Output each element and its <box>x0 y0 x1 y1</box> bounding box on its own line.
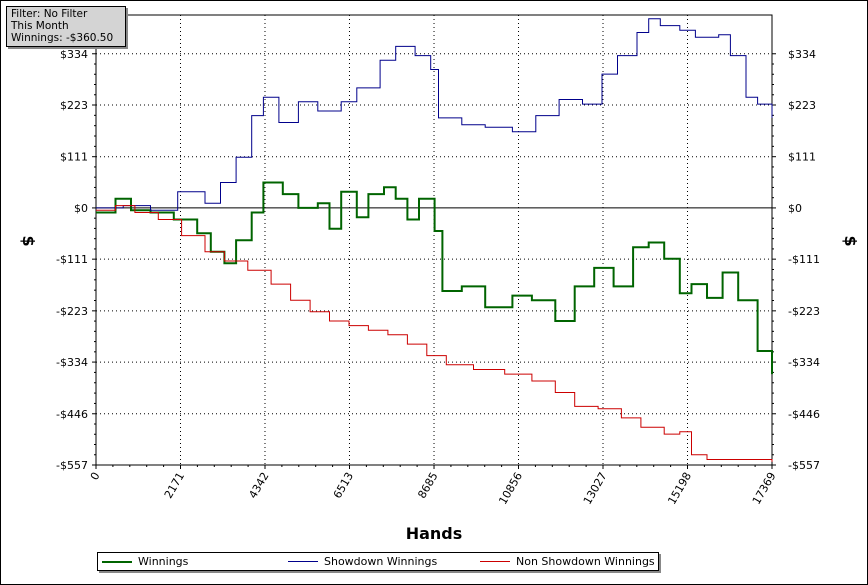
y-tick-label-right: $223 <box>788 99 816 112</box>
legend-swatch-showdown <box>288 561 318 562</box>
x-tick-label: 6513 <box>331 470 356 501</box>
series-lines <box>96 18 773 462</box>
series-line-non-showdown <box>96 205 773 462</box>
x-axis-title: Hands <box>406 524 463 543</box>
x-tick-label: 0 <box>88 470 103 483</box>
legend-swatch-non-showdown <box>480 561 510 562</box>
filter-info-box: Filter: No Filter This Month Winnings: -… <box>6 6 126 47</box>
x-tick-label: 13027 <box>581 470 610 507</box>
x-tick-label: 2171 <box>162 470 187 501</box>
legend-swatch-winnings <box>102 560 132 563</box>
grid <box>96 15 772 466</box>
series-line-winnings <box>96 181 773 375</box>
y-tick-label-right: -$111 <box>788 253 820 266</box>
y-tick-label-left: -$111 <box>56 253 88 266</box>
y-tick-label-left: -$334 <box>56 356 88 369</box>
legend: Winnings Showdown Winnings Non Showdown … <box>97 552 659 571</box>
period-label: This Month <box>11 20 69 32</box>
legend-label-non-showdown: Non Showdown Winnings <box>516 555 655 568</box>
y-tick-label-right: -$446 <box>788 408 820 421</box>
y-tick-label-left: -$557 <box>56 459 88 472</box>
y-tick-label-right: $0 <box>788 202 802 215</box>
winnings-total-label: Winnings: -$360.50 <box>11 32 114 44</box>
y-tick-label-left: $223 <box>60 99 88 112</box>
legend-item-non-showdown: Non Showdown Winnings <box>480 553 655 570</box>
y-tick-label-right: -$223 <box>788 305 820 318</box>
y-tick-label-left: -$446 <box>56 408 88 421</box>
y-tick-label-left: $334 <box>60 48 88 61</box>
y-tick-label-right: -$334 <box>788 356 820 369</box>
y-axis-title-right: $ <box>841 235 860 246</box>
x-tick-label: 8685 <box>415 470 440 501</box>
y-tick-label-right: $111 <box>788 151 816 164</box>
y-tick-label-left: $111 <box>60 151 88 164</box>
x-tick-label: 15198 <box>665 470 694 507</box>
y-tick-label-left: $0 <box>74 202 88 215</box>
legend-label-showdown: Showdown Winnings <box>324 555 438 568</box>
series-line-showdown <box>96 18 773 211</box>
x-tick-label: 17369 <box>750 470 779 507</box>
y-tick-label-left: -$223 <box>56 305 88 318</box>
y-tick-label-right: $334 <box>788 48 816 61</box>
x-tick-label: 4342 <box>246 470 271 501</box>
legend-item-winnings: Winnings <box>102 553 188 570</box>
legend-item-showdown: Showdown Winnings <box>288 553 437 570</box>
y-tick-label-right: -$557 <box>788 459 820 472</box>
filter-label: Filter: No Filter <box>11 8 88 20</box>
plot-border <box>95 14 773 466</box>
legend-label-winnings: Winnings <box>138 555 189 568</box>
x-tick-label: 10856 <box>496 470 525 507</box>
y-axis-title-left: $ <box>19 235 38 246</box>
